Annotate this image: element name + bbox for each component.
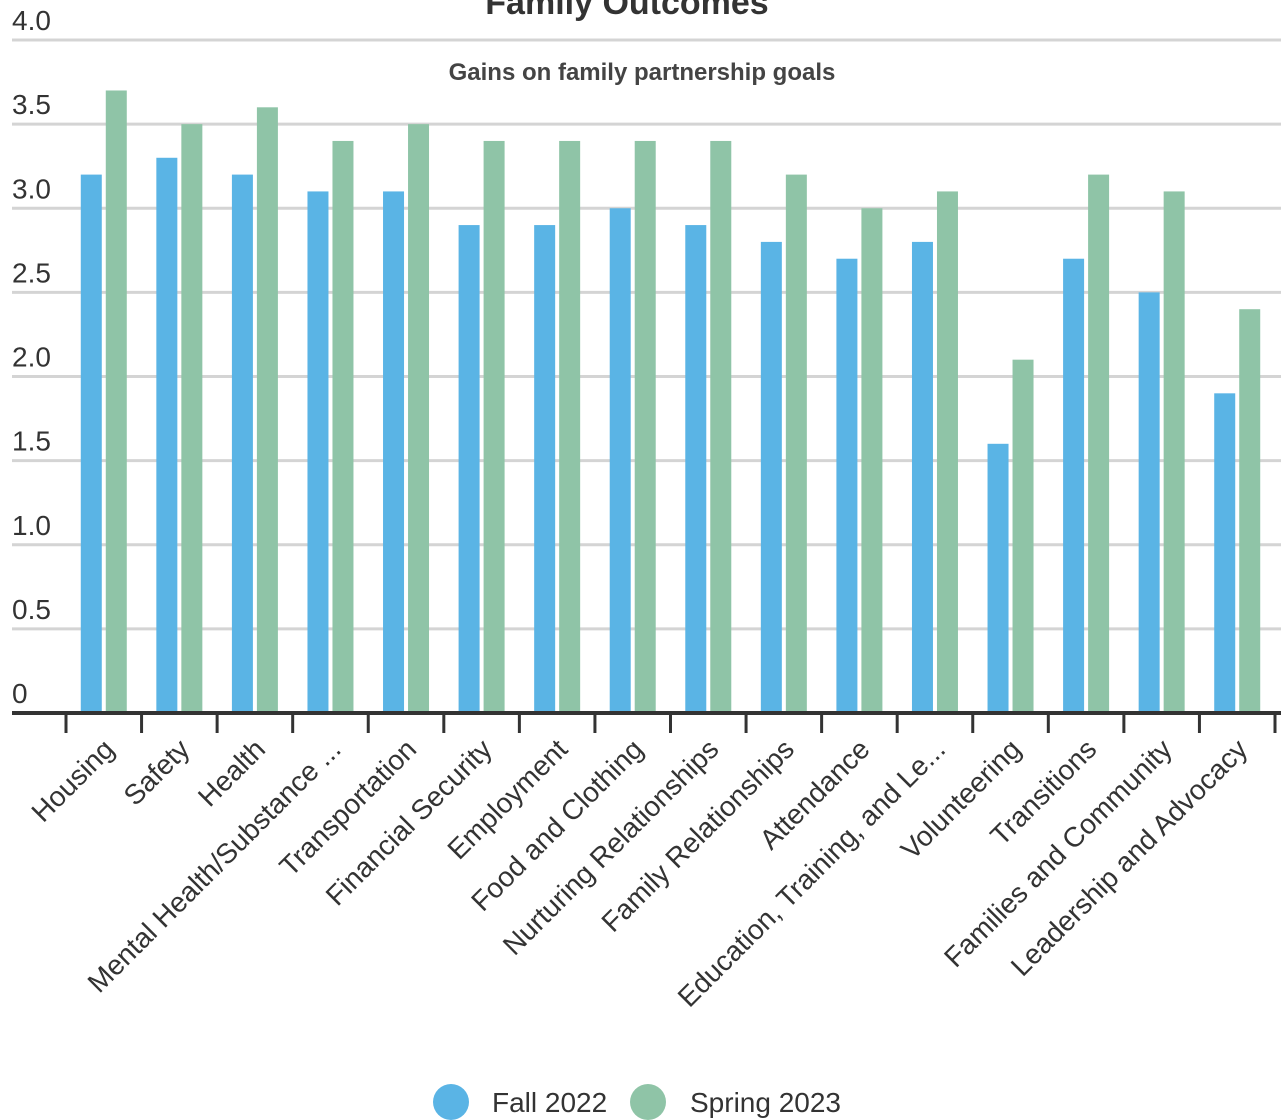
bar-spring-2023-10[interactable] [861,208,883,713]
legend-label-fall-2022: Fall 2022 [492,1087,607,1118]
bar-spring-2023-4[interactable] [408,124,430,713]
bar-fall-2022-10[interactable] [836,258,858,713]
legend-item-spring-2023[interactable]: Spring 2023 [630,1084,841,1120]
bar-spring-2023-7[interactable] [634,140,656,713]
x-axis [12,711,1281,733]
bar-spring-2023-2[interactable] [256,107,278,714]
y-tick-label-5: 2.5 [12,257,51,288]
y-tick-label-1: 0.5 [12,594,51,625]
bar-fall-2022-13[interactable] [1063,258,1085,713]
bar-spring-2023-11[interactable] [936,191,958,714]
bar-spring-2023-6[interactable] [559,140,581,713]
bar-spring-2023-12[interactable] [1012,359,1034,713]
bar-fall-2022-8[interactable] [685,225,707,713]
legend-item-fall-2022[interactable]: Fall 2022 [433,1084,607,1120]
y-tick-label-3: 1.5 [12,426,51,457]
bar-fall-2022-4[interactable] [383,191,405,714]
y-axis-tick-labels: 0 0.5 1.0 1.5 2.0 2.5 3.0 3.5 4.0 [12,5,51,709]
bar-spring-2023-0[interactable] [105,90,127,714]
y-tick-label-7: 3.5 [12,89,51,120]
bar-spring-2023-8[interactable] [710,140,732,713]
bar-fall-2022-9[interactable] [760,241,782,713]
bar-fall-2022-2[interactable] [231,174,253,714]
legend: Fall 2022 Spring 2023 [433,1084,841,1120]
bar-fall-2022-5[interactable] [458,225,480,713]
bar-fall-2022-6[interactable] [534,225,556,713]
bar-fall-2022-1[interactable] [156,157,178,713]
chart-subtitle: Gains on family partnership goals [449,59,836,86]
bar-fall-2022-3[interactable] [307,191,329,714]
bar-fall-2022-14[interactable] [1138,292,1160,713]
bar-fall-2022-15[interactable] [1214,393,1236,713]
bar-fall-2022-7[interactable] [609,208,631,713]
bar-spring-2023-3[interactable] [332,140,354,713]
x-tick-label-4: Transportation [273,733,422,882]
x-tick-label-1: Safety [118,733,196,811]
bar-spring-2023-14[interactable] [1163,191,1185,714]
y-tick-label-8: 4.0 [12,5,51,36]
bar-fall-2022-11[interactable] [911,241,933,713]
y-tick-label-2: 1.0 [12,510,51,541]
y-tick-label-0: 0 [12,678,28,709]
chart-title: Family Outcomes [485,0,768,22]
bars [80,90,1261,714]
bar-spring-2023-9[interactable] [785,174,807,714]
bar-spring-2023-13[interactable] [1088,174,1110,714]
y-tick-label-4: 2.0 [12,342,51,373]
legend-swatch-fall-2022 [433,1084,469,1120]
legend-label-spring-2023: Spring 2023 [690,1087,841,1118]
legend-swatch-spring-2023 [630,1084,666,1120]
bar-fall-2022-12[interactable] [987,443,1009,713]
y-tick-label-6: 3.0 [12,173,51,204]
bar-spring-2023-1[interactable] [181,124,203,713]
bar-spring-2023-15[interactable] [1239,309,1261,713]
bar-spring-2023-5[interactable] [483,140,505,713]
x-tick-label-0: Housing [25,733,120,828]
bar-fall-2022-0[interactable] [80,174,102,714]
